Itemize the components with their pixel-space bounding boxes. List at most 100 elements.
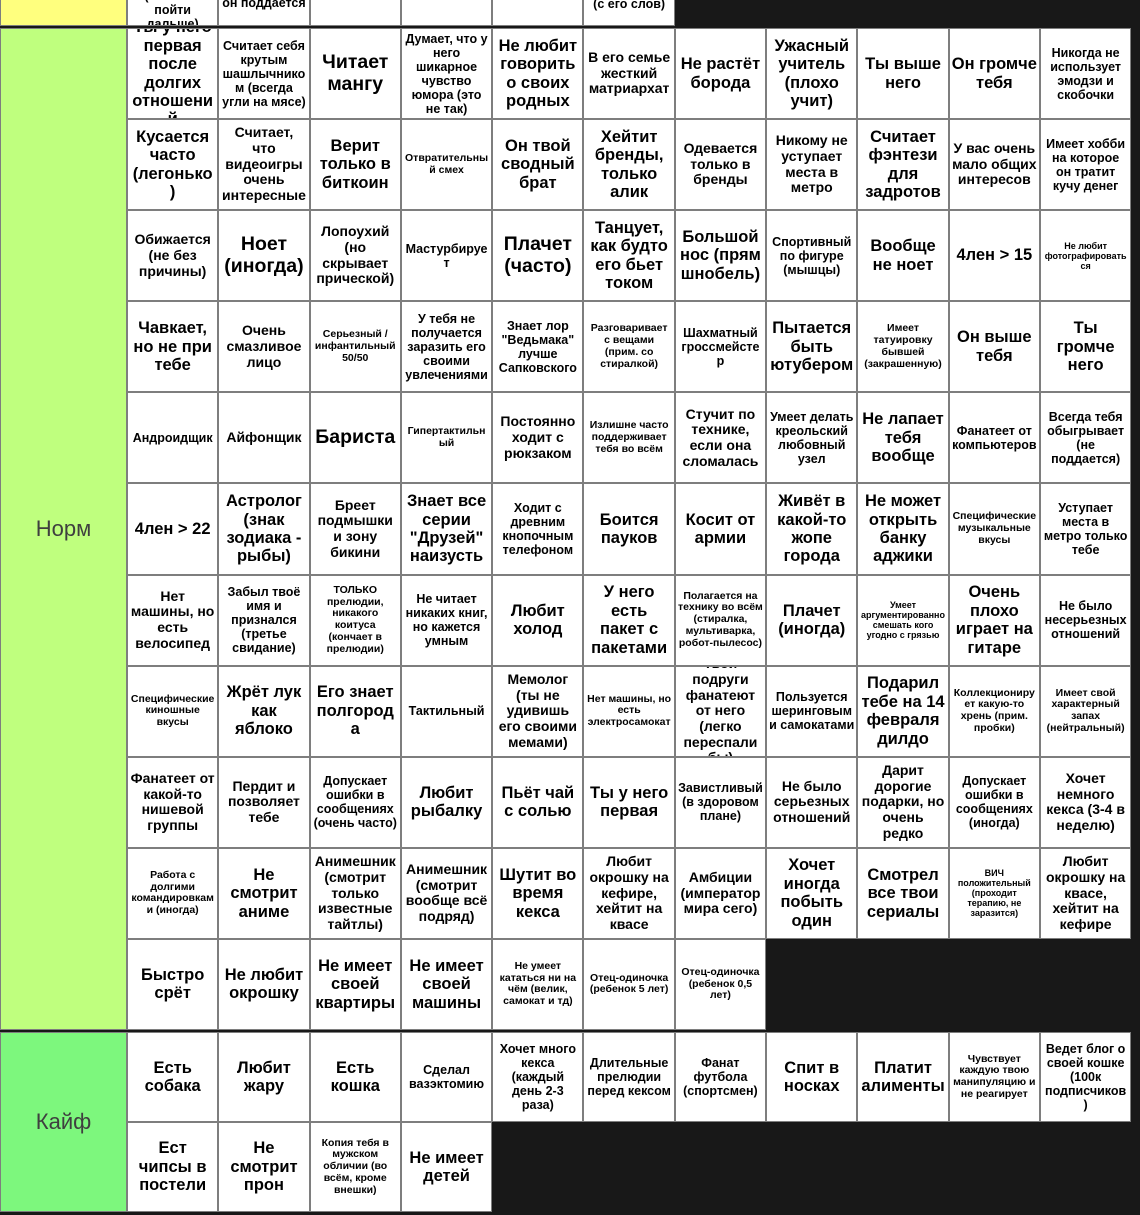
tier-item[interactable]: Лопоухий (но скрывает прической) xyxy=(309,210,401,302)
tier-item[interactable]: Не смотрит прон xyxy=(218,1122,310,1212)
tier-item[interactable]: Айфонщик xyxy=(218,392,310,484)
tier-item[interactable]: Ест чипсы в постели xyxy=(127,1122,219,1212)
tier-item[interactable]: Любит окрошку на квасе, хейтит на кефире xyxy=(1039,847,1132,939)
tier-item[interactable]: Есть кошка xyxy=(309,1032,401,1122)
tier-item[interactable]: Излишне часто поддерживает тебя во всём xyxy=(583,392,675,484)
tier-item[interactable] xyxy=(309,0,401,26)
tier-item[interactable]: он поддается xyxy=(218,0,310,26)
tier-item[interactable]: Не любит окрошку xyxy=(218,938,310,1030)
tier-item[interactable]: Ты у него первая после долгих отношений xyxy=(127,28,219,120)
tier-item[interactable]: Ты у него первая xyxy=(583,756,675,848)
tier-item[interactable]: Не имеет своей машины xyxy=(400,938,493,1030)
tier-item[interactable]: Завистливый (в здоровом плане) xyxy=(674,756,767,848)
tier-item[interactable]: Читает мангу xyxy=(309,28,401,120)
tier-item[interactable]: Фанатеет от компьютеров xyxy=(948,392,1040,484)
tier-item[interactable]: В его семье жесткий матриархат xyxy=(583,28,675,120)
tier-item[interactable]: Полагается на технику во всём (стиралка,… xyxy=(674,574,767,666)
tier-item[interactable]: Пьёт чай с солью xyxy=(492,756,584,848)
tier-item[interactable]: Астролог (знак зодиака - рыбы) xyxy=(218,483,310,575)
tier-item[interactable]: Гипертактильный xyxy=(400,392,493,484)
tier-item[interactable]: Длительные прелюдии перед кексом xyxy=(583,1032,675,1122)
tier-item[interactable]: Чувствует каждую твою манипуляцию и не р… xyxy=(948,1032,1040,1122)
tier-item[interactable]: Никому не уступает места в метро xyxy=(766,119,858,211)
tier-item[interactable]: ТОЛЬКО прелюдии, никакого коитуса (конча… xyxy=(309,574,401,666)
tier-item[interactable]: Плачет (часто) xyxy=(492,210,584,302)
tier-item[interactable]: Твои подруги фанатеют от него (легко пер… xyxy=(674,665,767,757)
tier-item[interactable]: Любит рыбалку xyxy=(400,756,493,848)
tier-item[interactable]: Коллекционирует какую-то хрень (прим. пр… xyxy=(948,665,1040,757)
tier-item[interactable]: Знает все серии "Друзей" наизусть xyxy=(400,483,493,575)
tier-item[interactable]: Шахматный гроссмейстер xyxy=(674,301,767,393)
tier-item[interactable]: Андроидщик xyxy=(127,392,219,484)
tier-item[interactable]: Мемолог (ты не удивишь его своими мемами… xyxy=(492,665,584,757)
tier-item[interactable]: Работа с долгими командировками (иногда) xyxy=(127,847,219,939)
tier-item[interactable]: Тактильный xyxy=(400,665,493,757)
tier-item[interactable]: Очень смазливое лицо xyxy=(218,301,310,393)
tier-item[interactable]: Нет машины, но есть велосипед xyxy=(127,574,219,666)
tier-item[interactable]: Допускает ошибки в сообщениях (иногда) xyxy=(948,756,1040,848)
tier-item[interactable]: Он выше тебя xyxy=(948,301,1040,393)
tier-item[interactable]: Отец-одиночка (ребенок 5 лет) xyxy=(583,938,675,1030)
tier-item[interactable]: Знает лор "Ведьмака" лучше Сапковского xyxy=(492,301,584,393)
tier-item[interactable]: Нет машины, но есть электросамокат xyxy=(583,665,675,757)
tier-item[interactable]: Есть собака xyxy=(127,1032,219,1122)
tier-item[interactable]: Ведет блог о своей кошке (100к подписчик… xyxy=(1039,1032,1132,1122)
tier-item[interactable]: Спит в носках xyxy=(766,1032,858,1122)
tier-item[interactable]: Ходит с древним кнопочным телефоном xyxy=(492,483,584,575)
tier-item[interactable]: Живёт в какой-то жопе города xyxy=(766,483,858,575)
tier-item[interactable]: Его знает полгорода xyxy=(309,665,401,757)
tier-item[interactable]: Шутит во время кекса xyxy=(492,847,584,939)
tier-item[interactable]: Плачет (иногда) xyxy=(766,574,858,666)
tier-item[interactable]: Не было серьезных отношений xyxy=(766,756,858,848)
tier-item[interactable]: Пытается быть ютубером xyxy=(766,301,858,393)
tier-item[interactable]: Забыл твоё имя и признался (третье свида… xyxy=(218,574,310,666)
tier-item[interactable]: Фанат футбола (спортсмен) xyxy=(674,1032,767,1122)
tier-item[interactable] xyxy=(492,0,584,26)
tier-item[interactable]: Специфические киношные вкусы xyxy=(127,665,219,757)
tier-item[interactable]: Любит окрошку на кефире, хейтит на квасе xyxy=(583,847,675,939)
tier-item[interactable]: Имеет хобби на которое он тратит кучу де… xyxy=(1039,119,1132,211)
tier-item[interactable]: Разговаривает с вещами (прим. со стиралк… xyxy=(583,301,675,393)
tier-item[interactable]: Бариста xyxy=(309,392,401,484)
tier-item[interactable]: Копия тебя в мужском обличии (во всём, к… xyxy=(309,1122,401,1212)
tier-item[interactable]: Платит алименты xyxy=(857,1032,949,1122)
tier-item[interactable]: (но готов пойти дальше) xyxy=(127,0,219,26)
tier-item[interactable]: У вас очень мало общих интересов xyxy=(948,119,1040,211)
tier-item[interactable]: Не читает никаких книг, но кажется умным xyxy=(400,574,493,666)
tier-item[interactable]: Всегда тебя обыгрывает (не поддается) xyxy=(1039,392,1132,484)
tier-item[interactable]: Подарил тебе на 14 февраля дилдо xyxy=(857,665,949,757)
tier-item[interactable]: Любит холод xyxy=(492,574,584,666)
tier-item[interactable]: Жрёт лук как яблоко xyxy=(218,665,310,757)
tier-item[interactable]: Пердит и позволяет тебе xyxy=(218,756,310,848)
tier-item[interactable]: (с его слов) xyxy=(583,0,675,26)
tier-item[interactable] xyxy=(400,0,493,26)
tier-item[interactable]: Специфические музыкальные вкусы xyxy=(948,483,1040,575)
tier-item[interactable]: Имеет свой характерный запах (нейтральны… xyxy=(1039,665,1132,757)
tier-item[interactable]: Верит только в биткоин xyxy=(309,119,401,211)
tier-item[interactable]: Большой нос (прям шнобель) xyxy=(674,210,767,302)
tier-item[interactable]: Пользуется шеринговыми самокатами xyxy=(766,665,858,757)
tier-item[interactable]: Очень плохо играет на гитаре xyxy=(948,574,1040,666)
tier-item[interactable]: Отвратительный смех xyxy=(400,119,493,211)
tier-item[interactable]: 4лен > 15 xyxy=(948,210,1040,302)
tier-item[interactable]: 4лен > 22 xyxy=(127,483,219,575)
tier-item[interactable]: Боится пауков xyxy=(583,483,675,575)
tier-item[interactable]: У него есть пакет с пакетами xyxy=(583,574,675,666)
tier-item[interactable]: Амбиции (император мира сего) xyxy=(674,847,767,939)
tier-item[interactable]: Ужасный учитель (плохо учит) xyxy=(766,28,858,120)
tier-item[interactable]: Хочет много кекса (каждый день 2-3 раза) xyxy=(492,1032,584,1122)
tier-item[interactable]: Не имеет своей квартиры xyxy=(309,938,401,1030)
tier-item[interactable]: Не любит говорить о своих родных xyxy=(492,28,584,120)
tier-item[interactable]: Умеет аргументированно смешать кого угод… xyxy=(857,574,949,666)
tier-item[interactable]: Думает, что у него шикарное чувство юмор… xyxy=(400,28,493,120)
tier-item[interactable]: Умеет делать креольский любовный узел xyxy=(766,392,858,484)
tier-item[interactable]: Не было несерьезных отношений xyxy=(1039,574,1132,666)
tier-item[interactable]: Не смотрит аниме xyxy=(218,847,310,939)
tier-item[interactable]: Имеет татуировку бывшей (закрашенную) xyxy=(857,301,949,393)
tier-item[interactable]: Мастурбирует xyxy=(400,210,493,302)
tier-item[interactable]: Не лапает тебя вообще xyxy=(857,392,949,484)
tier-item[interactable]: Уступает места в метро только тебе xyxy=(1039,483,1132,575)
tier-item[interactable]: Бреет подмышки и зону бикини xyxy=(309,483,401,575)
tier-item[interactable]: Считает себя крутым шашлычником (всегда … xyxy=(218,28,310,120)
tier-item[interactable]: Фанатеет от какой-то нишевой группы xyxy=(127,756,219,848)
